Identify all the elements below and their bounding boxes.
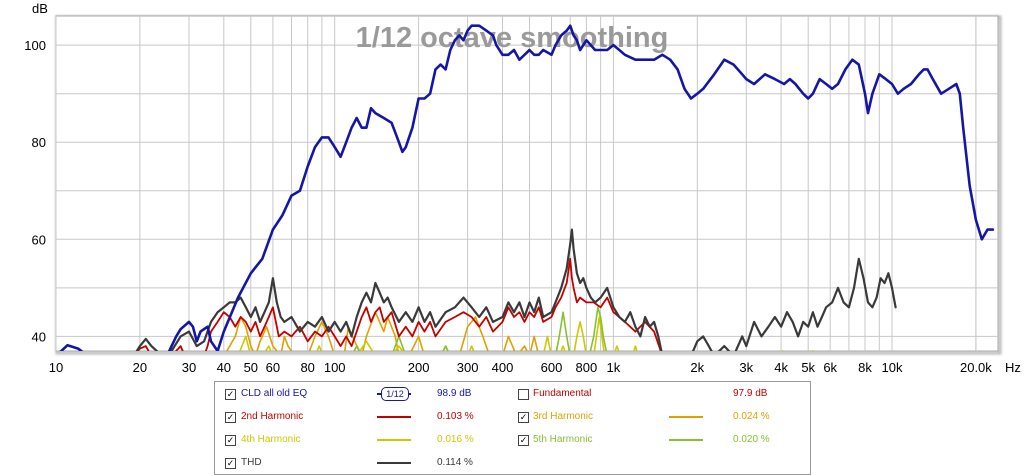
y-axis: 40 60 80 100 bbox=[24, 38, 46, 344]
legend-value-4th-harmonic: 0.016 % bbox=[437, 434, 474, 445]
legend-label-5th-harmonic: 5th Harmonic bbox=[533, 434, 593, 445]
y-axis-label: dB bbox=[32, 1, 48, 16]
legend-row: ✓ 4th Harmonic 0.016 % ✓ 5th Harmonic 0.020 % bbox=[215, 432, 810, 448]
legend-checkbox-cld-all-old-eq[interactable]: ✓ bbox=[225, 389, 236, 400]
x-tick-label: 10 bbox=[49, 360, 63, 375]
series-4th-harmonic bbox=[239, 316, 638, 351]
legend-swatch-5th-harmonic bbox=[669, 439, 703, 441]
legend-swatch-2nd-harmonic bbox=[377, 416, 411, 418]
x-tick-label: 50 bbox=[244, 360, 258, 375]
x-tick-label: 300 bbox=[457, 360, 479, 375]
legend-checkbox-4th-harmonic[interactable]: ✓ bbox=[225, 435, 236, 446]
x-tick-label: 20 bbox=[133, 360, 147, 375]
legend-label-thd: THD bbox=[241, 457, 262, 468]
legend: ✓ CLD all old EQ 1/12 98.9 dB Fundamental 97.… bbox=[214, 381, 811, 475]
series-2nd-harmonic bbox=[136, 257, 662, 351]
x-tick-label: 40 bbox=[217, 360, 231, 375]
x-tick-label: 600 bbox=[541, 360, 563, 375]
legend-row: ✓ THD 0.114 % bbox=[215, 455, 810, 471]
x-tick-label: 4k bbox=[774, 360, 788, 375]
x-tick-label: 3k bbox=[739, 360, 753, 375]
y-tick-label: 100 bbox=[24, 38, 46, 53]
legend-value-2nd-harmonic: 0.103 % bbox=[437, 411, 474, 422]
y-tick-label: 80 bbox=[32, 135, 46, 150]
legend-label-4th-harmonic: 4th Harmonic bbox=[241, 434, 301, 445]
x-tick-label: 5k bbox=[801, 360, 815, 375]
series-thd bbox=[135, 228, 897, 351]
y-tick-label: 60 bbox=[32, 232, 46, 247]
smoothing-badge: 1/12 bbox=[381, 387, 409, 401]
x-tick-label: 800 bbox=[576, 360, 598, 375]
x-tick-label: 10k bbox=[882, 360, 903, 375]
grid bbox=[55, 16, 998, 351]
legend-value-fundamental: 97.9 dB bbox=[733, 388, 768, 399]
x-axis: 10 20 30 40 50 60 80 100 200 300 400 600 800 1k 2k 3k 4k… bbox=[49, 360, 993, 375]
series-cld-all-old-eq bbox=[59, 24, 995, 351]
legend-label-fundamental: Fundamental bbox=[533, 388, 592, 399]
legend-label-3rd-harmonic: 3rd Harmonic bbox=[533, 411, 594, 422]
chart-title: 1/12 octave smoothing bbox=[356, 22, 669, 54]
x-tick-label: 20.0k bbox=[960, 360, 992, 375]
y-tick-label: 40 bbox=[32, 329, 46, 344]
x-tick-label: 30 bbox=[182, 360, 196, 375]
legend-value-cld-all-old-eq: 98.9 dB bbox=[437, 388, 472, 399]
legend-swatch-4th-harmonic bbox=[377, 439, 411, 441]
legend-checkbox-thd[interactable]: ✓ bbox=[225, 458, 236, 469]
legend-value-thd: 0.114 % bbox=[437, 457, 473, 468]
x-tick-label: 2k bbox=[690, 360, 704, 375]
legend-swatch-thd bbox=[377, 462, 411, 464]
series-5th-harmonic bbox=[353, 306, 608, 351]
x-tick-label: 8k bbox=[858, 360, 872, 375]
legend-value-3rd-harmonic: 0.024 % bbox=[733, 411, 770, 422]
x-tick-label: 6k bbox=[823, 360, 837, 375]
legend-row: ✓ 2nd Harmonic 0.103 % ✓ 3rd Harmonic 0.024 % bbox=[215, 409, 810, 425]
legend-label-cld-all-old-eq: CLD all old EQ bbox=[241, 388, 308, 399]
legend-checkbox-3rd-harmonic[interactable]: ✓ bbox=[518, 412, 529, 423]
x-tick-label: 200 bbox=[408, 360, 430, 375]
x-tick-label: 60 bbox=[266, 360, 280, 375]
x-tick-label: 1k bbox=[607, 360, 621, 375]
legend-row: ✓ CLD all old EQ 1/12 98.9 dB Fundamental 97.… bbox=[215, 386, 810, 402]
x-axis-label: Hz bbox=[1005, 360, 1021, 375]
series-layer bbox=[59, 24, 995, 351]
legend-checkbox-5th-harmonic[interactable]: ✓ bbox=[518, 435, 529, 446]
frequency-response-chart: 1/12 octave smoothing 40 60 80 100 10 20 30 40… bbox=[24, 1, 1021, 375]
legend-label-2nd-harmonic: 2nd Harmonic bbox=[241, 411, 304, 422]
x-tick-label: 100 bbox=[324, 360, 346, 375]
x-tick-label: 400 bbox=[492, 360, 514, 375]
x-tick-label: 80 bbox=[300, 360, 314, 375]
legend-value-5th-harmonic: 0.020 % bbox=[733, 434, 770, 445]
legend-checkbox-2nd-harmonic[interactable]: ✓ bbox=[225, 412, 236, 423]
legend-swatch-3rd-harmonic bbox=[669, 416, 703, 418]
legend-checkbox-fundamental[interactable] bbox=[518, 389, 529, 400]
plot-area bbox=[55, 15, 999, 352]
